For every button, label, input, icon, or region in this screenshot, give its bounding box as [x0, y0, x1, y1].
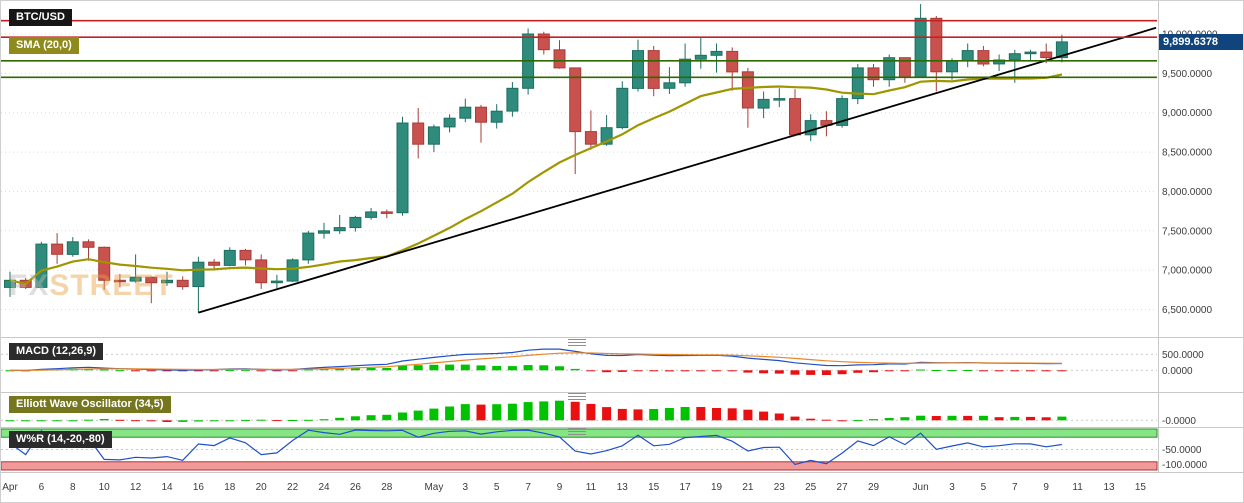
svg-text:21: 21	[742, 482, 754, 493]
svg-text:10: 10	[99, 482, 111, 493]
svg-text:7,500.0000: 7,500.0000	[1162, 226, 1212, 237]
svg-text:13: 13	[617, 482, 629, 493]
svg-text:7,000.0000: 7,000.0000	[1162, 266, 1212, 277]
macd-panel[interactable]	[1, 348, 1157, 375]
svg-text:9: 9	[557, 482, 563, 493]
svg-text:8: 8	[70, 482, 76, 493]
svg-text:500.0000: 500.0000	[1162, 350, 1204, 361]
svg-text:11: 11	[586, 482, 597, 493]
svg-text:20: 20	[256, 482, 268, 493]
svg-text:-0.0000: -0.0000	[1162, 416, 1196, 427]
svg-text:8,000.0000: 8,000.0000	[1162, 187, 1212, 198]
ewo-panel-resize-handle[interactable]	[568, 393, 586, 401]
macd-signal-line	[10, 352, 1062, 371]
time-axis[interactable]: Apr 6 8 10 12 14 16 18 20 22 24 26 28 May 3 5 7 9 11 13 15 17…	[2, 482, 1146, 493]
svg-text:25: 25	[805, 482, 817, 493]
main-panel[interactable]	[1, 4, 1157, 314]
wpr-oversold-zone	[1, 461, 1158, 471]
sma-line	[9, 73, 1063, 286]
svg-text:9,000.0000: 9,000.0000	[1162, 108, 1212, 119]
svg-text:0.0000: 0.0000	[1162, 366, 1193, 377]
svg-text:11: 11	[1072, 482, 1083, 493]
svg-text:14: 14	[161, 482, 173, 493]
svg-text:15: 15	[648, 482, 660, 493]
svg-text:3: 3	[949, 482, 955, 493]
svg-text:28: 28	[381, 482, 393, 493]
wpr-line	[9, 429, 1062, 466]
svg-text:15: 15	[1135, 482, 1147, 493]
svg-text:22: 22	[287, 482, 299, 493]
svg-text:7: 7	[525, 482, 531, 493]
macd-panel-resize-handle[interactable]	[568, 339, 586, 347]
panel-dividers	[1, 1, 1243, 473]
svg-text:8,500.0000: 8,500.0000	[1162, 148, 1212, 159]
wpr-indicator-badge[interactable]: W%R (14,-20,-80)	[9, 431, 112, 448]
wpr-panel-resize-handle[interactable]	[568, 428, 586, 436]
ewo-indicator-badge[interactable]: Elliott Wave Oscillator (34,5)	[9, 396, 171, 413]
trendline	[198, 26, 1157, 314]
svg-text:5: 5	[494, 482, 500, 493]
svg-text:12: 12	[130, 482, 142, 493]
svg-text:17: 17	[680, 482, 692, 493]
svg-text:23: 23	[774, 482, 786, 493]
svg-text:18: 18	[224, 482, 236, 493]
macd-indicator-badge[interactable]: MACD (12,26,9)	[9, 343, 104, 360]
svg-text:26: 26	[350, 482, 362, 493]
svg-text:29: 29	[868, 482, 880, 493]
svg-text:5: 5	[981, 482, 987, 493]
svg-text:16: 16	[193, 482, 205, 493]
svg-text:13: 13	[1103, 482, 1115, 493]
svg-text:19: 19	[711, 482, 723, 493]
svg-text:6,500.0000: 6,500.0000	[1162, 305, 1212, 316]
svg-text:Apr: Apr	[2, 482, 18, 493]
ewo-panel[interactable]	[1, 400, 1157, 422]
svg-text:Jun: Jun	[913, 482, 929, 493]
svg-text:27: 27	[837, 482, 849, 493]
svg-text:May: May	[424, 482, 443, 493]
symbol-badge[interactable]: BTC/USD	[9, 9, 72, 26]
svg-text:24: 24	[318, 482, 330, 493]
svg-text:7: 7	[1012, 482, 1018, 493]
svg-text:9: 9	[1043, 482, 1049, 493]
current-price-badge: 9,899.6378	[1159, 34, 1243, 50]
svg-text:-50.0000: -50.0000	[1162, 445, 1202, 456]
svg-text:-100.0000: -100.0000	[1162, 460, 1207, 471]
svg-text:9,500.0000: 9,500.0000	[1162, 69, 1212, 80]
macd-line	[9, 348, 1062, 372]
svg-text:6: 6	[39, 482, 45, 493]
price-axis[interactable]: 10,000.00009,500.00009,000.00008,500.000…	[1162, 30, 1218, 472]
svg-text:3: 3	[463, 482, 469, 493]
sma-indicator-badge[interactable]: SMA (20,0)	[9, 37, 79, 54]
